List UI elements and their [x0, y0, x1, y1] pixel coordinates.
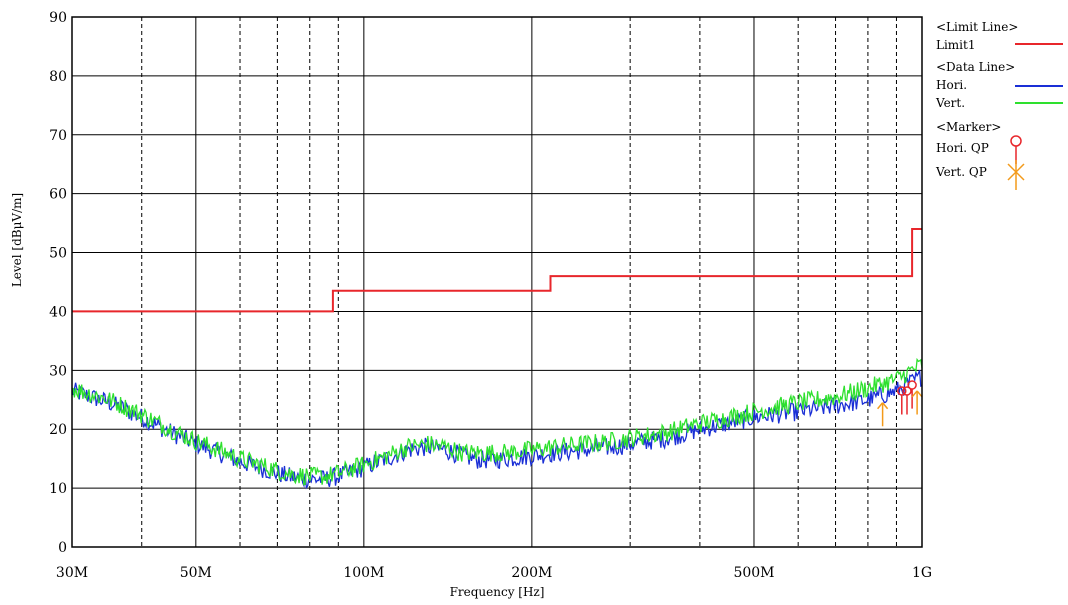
- y-tick-label-0: 0: [58, 540, 67, 556]
- x-tick-label-4: 500M: [733, 565, 774, 581]
- y-tick-label-30: 30: [49, 363, 67, 379]
- marker-vert-left-4: [911, 390, 918, 398]
- y-tick-label-90: 90: [49, 10, 67, 26]
- legend-label-vert: Vert.: [935, 96, 965, 110]
- y-tick-label-80: 80: [49, 69, 67, 85]
- grid: [72, 17, 922, 547]
- legend-label-hori-qp: Hori. QP: [936, 141, 989, 155]
- x-tick-label-3: 200M: [511, 565, 552, 581]
- y-tick-label-60: 60: [49, 187, 67, 203]
- legend-label-limit1: Limit1: [936, 38, 975, 52]
- tick-labels: 0 10 20 30 40 50 60 70 80 90 30M 50M 100M 200M 500M 1G: [49, 10, 932, 581]
- legend-marker-vert-qp-icon: [1007, 160, 1025, 190]
- series-line-vert: [72, 357, 923, 486]
- x-tick-label-1: 50M: [180, 565, 212, 581]
- x-axis-title: Frequency [Hz]: [450, 585, 545, 599]
- plot-frame: [71, 16, 923, 548]
- y-tick-label-10: 10: [49, 481, 67, 497]
- legend-header-marker: <Marker>: [936, 120, 1001, 134]
- x-tick-label-0: 30M: [56, 565, 88, 581]
- legend-label-vert-qp: Vert. QP: [935, 165, 987, 179]
- marker-vert-qp-4: [911, 390, 923, 415]
- y-axis-title: Level [dBμV/m]: [10, 193, 24, 287]
- marker-vert-right-3: [882, 402, 889, 410]
- limit-line: [72, 228, 922, 313]
- legend-marker-hori-qp-icon: [1010, 135, 1022, 164]
- data-layer: [71, 228, 923, 490]
- y-tick-label-20: 20: [49, 422, 67, 438]
- y-tick-label-50: 50: [49, 246, 67, 262]
- legend-header-limit: <Limit Line>: [936, 20, 1018, 34]
- x-tick-label-5: 1G: [912, 565, 932, 581]
- y-tick-label-40: 40: [49, 304, 67, 320]
- marker-hori-qp-1: [902, 386, 912, 415]
- marker-vert-left-3: [877, 402, 884, 410]
- marker-vert-qp-3: [877, 402, 889, 427]
- legend-header-data: <Data Line>: [936, 60, 1015, 74]
- y-tick-label-70: 70: [49, 128, 67, 144]
- marker-hori-qp-2: [907, 380, 917, 409]
- marker-hori-qp-0: [897, 386, 907, 415]
- legend-label-hori: Hori.: [936, 78, 967, 92]
- legend: <Limit Line> Limit1 <Data Line> Hori. Ve…: [935, 20, 1063, 190]
- x-tick-label-2: 100M: [343, 565, 384, 581]
